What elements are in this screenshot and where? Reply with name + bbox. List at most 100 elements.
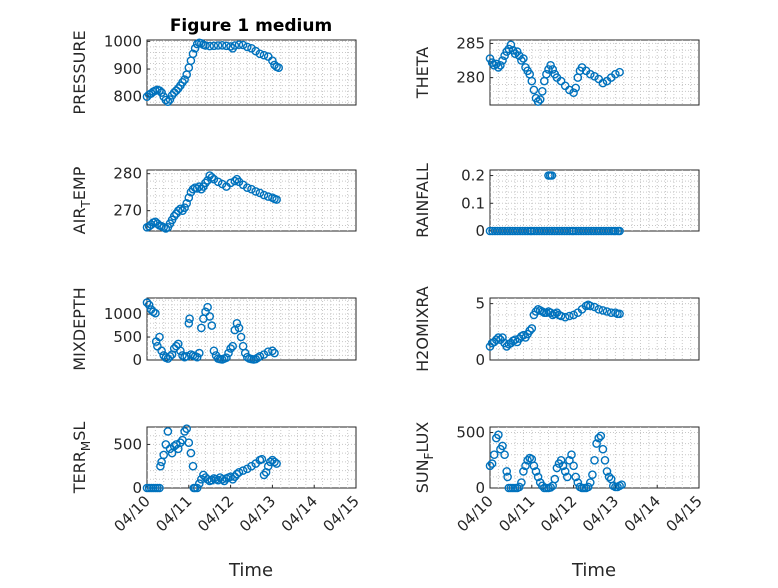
data-point	[489, 61, 499, 70]
data-point	[604, 472, 614, 482]
data-points	[485, 40, 624, 106]
data-point	[498, 441, 507, 451]
x-axis-label-right: Time	[571, 560, 616, 581]
data-point	[185, 314, 194, 324]
data-point	[161, 95, 171, 105]
data-point	[188, 49, 198, 59]
data-point	[186, 448, 196, 458]
data-point	[207, 173, 217, 182]
data-point	[533, 472, 543, 482]
data-point	[546, 61, 555, 70]
data-point	[226, 178, 235, 188]
data-point	[571, 83, 581, 93]
data-point	[527, 324, 537, 333]
data-point	[178, 351, 187, 360]
y-tick-label: 1000	[104, 305, 142, 323]
data-point	[232, 174, 242, 184]
data-point	[558, 461, 568, 471]
data-point	[517, 56, 526, 65]
data-point	[556, 455, 566, 465]
data-point	[498, 333, 507, 342]
data-point	[485, 461, 495, 471]
data-point	[259, 50, 269, 60]
data-point	[496, 61, 505, 70]
data-point	[196, 323, 206, 333]
data-point	[563, 472, 572, 482]
data-point	[176, 346, 185, 356]
grid-lines	[147, 170, 356, 231]
grid-lines	[147, 427, 356, 488]
data-point	[548, 65, 558, 74]
data-point	[588, 470, 597, 480]
data-point	[617, 480, 627, 490]
data-points	[485, 300, 624, 351]
y-tick-label: 285	[456, 34, 485, 52]
data-point	[247, 184, 256, 194]
data-point	[184, 193, 194, 202]
data-point	[242, 464, 252, 474]
data-point	[157, 88, 166, 97]
y-axis-label: MIXDEPTH	[70, 287, 89, 370]
data-point	[142, 298, 152, 307]
data-point	[485, 54, 495, 63]
data-point	[153, 219, 162, 228]
data-point	[272, 195, 281, 204]
y-axis-label: THETA	[413, 47, 432, 99]
data-point	[611, 226, 620, 236]
data-point	[506, 40, 516, 50]
data-point	[165, 95, 175, 104]
data-point	[153, 341, 162, 351]
subplot-6: 0 5 H2OMIXRA	[413, 286, 700, 372]
data-point	[196, 474, 206, 484]
subplot-5: 0 500 1000 MIXDEPTH	[70, 287, 357, 371]
data-point	[567, 450, 576, 460]
data-point	[586, 301, 595, 311]
data-point	[569, 310, 578, 320]
data-point	[184, 318, 194, 328]
data-point	[615, 226, 624, 236]
data-point	[592, 439, 601, 448]
y-tick-label: 0	[475, 222, 485, 240]
subplot-1: 800 900 1000 PRESSURE	[70, 30, 357, 115]
data-points	[485, 430, 627, 493]
y-tick-label: 280	[113, 165, 142, 183]
data-point	[274, 63, 284, 72]
data-point	[606, 308, 616, 318]
y-tick-label: 5	[475, 295, 485, 313]
data-point	[192, 352, 202, 362]
axes-box	[146, 297, 357, 361]
data-point	[228, 474, 237, 484]
data-point	[201, 178, 210, 188]
data-point	[165, 351, 175, 361]
data-point	[230, 176, 240, 186]
data-point	[182, 424, 191, 434]
subplot-2: 280 285 THETA	[413, 34, 700, 106]
data-point	[517, 478, 526, 487]
data-point	[159, 450, 168, 460]
data-point	[503, 472, 512, 482]
data-point	[209, 41, 219, 51]
y-tick-label: 0	[475, 351, 485, 369]
data-point	[247, 461, 256, 471]
data-point	[151, 308, 160, 318]
data-point	[236, 332, 246, 342]
data-point	[217, 41, 227, 50]
data-point	[494, 63, 503, 72]
y-tick-label: 900	[113, 60, 142, 78]
data-point	[525, 326, 535, 336]
data-point	[590, 302, 599, 312]
y-tick-label: 0.2	[461, 167, 485, 185]
data-point	[234, 323, 244, 333]
data-point	[192, 483, 202, 493]
data-point	[171, 86, 181, 95]
data-point	[217, 179, 227, 189]
data-point	[515, 482, 524, 492]
data-point	[157, 346, 166, 356]
data-point	[533, 97, 543, 106]
data-point	[201, 41, 210, 50]
y-tick-label: 0.1	[461, 194, 485, 212]
data-point	[556, 311, 566, 321]
data-point	[602, 307, 612, 316]
data-point	[598, 78, 608, 88]
data-point	[615, 67, 624, 77]
